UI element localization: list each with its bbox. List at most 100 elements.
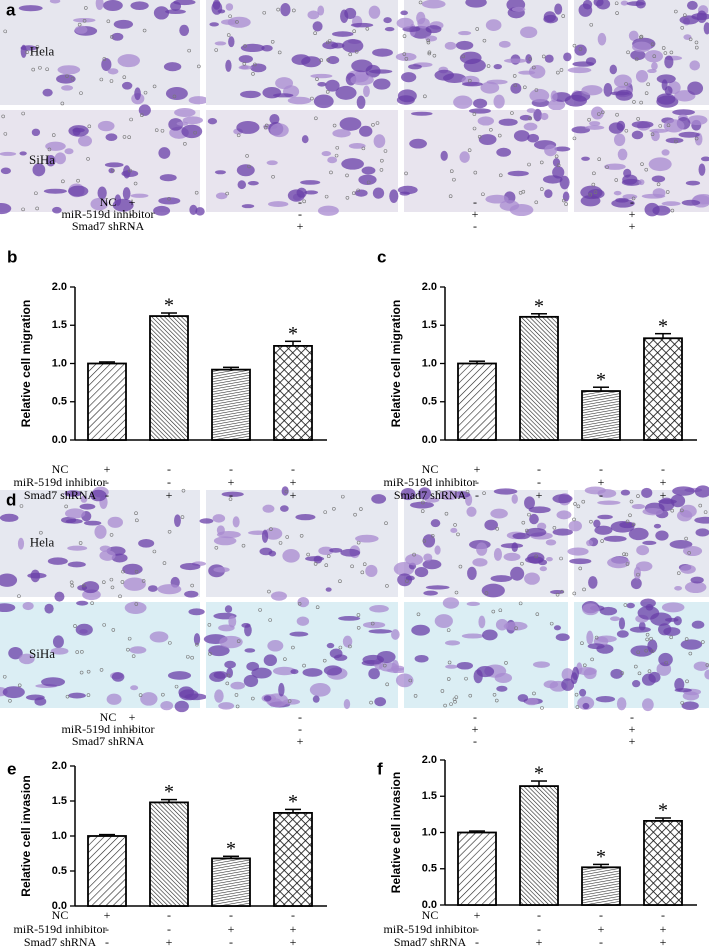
condition-name: Smad7 shRNA bbox=[394, 488, 467, 502]
cell bbox=[638, 179, 645, 186]
cell bbox=[369, 604, 389, 613]
condition-sign: - bbox=[599, 488, 603, 502]
pore bbox=[111, 168, 115, 173]
cell bbox=[225, 59, 232, 72]
cell bbox=[75, 623, 93, 636]
pore bbox=[600, 539, 604, 543]
condition-name: miR-519d inhibitor bbox=[14, 922, 107, 936]
cell bbox=[466, 601, 480, 607]
cell bbox=[593, 0, 604, 7]
cell bbox=[262, 504, 275, 513]
cell bbox=[504, 58, 527, 64]
condition-sign: + bbox=[472, 207, 479, 221]
cell bbox=[425, 35, 438, 42]
condition-name: miR-519d inhibitor bbox=[384, 922, 477, 936]
cell bbox=[631, 503, 646, 510]
cell bbox=[67, 545, 88, 551]
cell bbox=[296, 616, 310, 626]
condition-sign: - bbox=[105, 935, 109, 949]
cell bbox=[326, 56, 340, 65]
pore bbox=[120, 580, 125, 584]
pore bbox=[521, 189, 526, 194]
cell bbox=[409, 138, 427, 149]
pore bbox=[402, 52, 407, 56]
pore bbox=[332, 123, 337, 128]
pore bbox=[497, 133, 502, 138]
cell bbox=[561, 678, 575, 691]
cell bbox=[297, 596, 310, 608]
condition-sign: - bbox=[630, 710, 634, 724]
pore bbox=[658, 124, 663, 128]
cell bbox=[67, 561, 86, 568]
cell bbox=[567, 547, 589, 556]
y-tick-label: 2.0 bbox=[422, 281, 437, 293]
pore bbox=[193, 130, 197, 135]
pore bbox=[504, 661, 508, 665]
cell bbox=[0, 603, 16, 613]
cell bbox=[663, 119, 685, 133]
cell bbox=[554, 146, 571, 152]
cell bbox=[188, 608, 205, 616]
cell bbox=[159, 174, 177, 182]
pore bbox=[656, 182, 661, 187]
cell bbox=[184, 590, 199, 598]
condition-sign: - bbox=[105, 488, 109, 502]
pore bbox=[559, 556, 563, 561]
y-tick-label: 1.0 bbox=[422, 826, 437, 838]
pore bbox=[3, 132, 8, 136]
cell bbox=[305, 556, 325, 562]
row-label: SiHa bbox=[29, 152, 55, 167]
cell bbox=[511, 494, 518, 504]
pore bbox=[214, 545, 219, 550]
pore bbox=[76, 178, 80, 183]
pore bbox=[446, 677, 451, 681]
pore bbox=[684, 536, 688, 541]
cell bbox=[0, 202, 12, 215]
pore bbox=[167, 530, 172, 534]
cell bbox=[267, 640, 284, 652]
cell bbox=[312, 695, 320, 703]
cell bbox=[544, 144, 557, 157]
cell bbox=[617, 148, 628, 161]
pore bbox=[578, 47, 583, 51]
pore bbox=[35, 45, 40, 49]
cell bbox=[597, 500, 621, 505]
cell bbox=[261, 44, 273, 52]
cell bbox=[371, 494, 387, 504]
pore bbox=[138, 693, 143, 697]
micrograph bbox=[0, 602, 200, 708]
pore bbox=[2, 674, 7, 679]
pore bbox=[540, 706, 544, 710]
condition-sign: + bbox=[297, 219, 304, 233]
cell bbox=[102, 0, 123, 11]
cell bbox=[270, 591, 288, 601]
cell bbox=[275, 77, 294, 90]
pore bbox=[628, 513, 632, 518]
cell bbox=[607, 556, 630, 569]
pore bbox=[637, 671, 642, 676]
pore bbox=[698, 503, 703, 508]
condition-name: miR-519d inhibitor bbox=[384, 475, 477, 489]
pore bbox=[554, 154, 559, 159]
cell bbox=[348, 143, 366, 149]
condition-sign: + bbox=[629, 207, 636, 221]
pore bbox=[126, 647, 130, 652]
condition-sign: + bbox=[290, 475, 297, 489]
cell bbox=[422, 534, 436, 548]
pore bbox=[181, 488, 186, 493]
pore bbox=[267, 589, 271, 594]
pore bbox=[664, 660, 668, 665]
cell bbox=[251, 667, 272, 679]
cell bbox=[459, 151, 470, 163]
cell bbox=[310, 73, 333, 79]
panel-letter: e bbox=[7, 759, 16, 778]
condition-sign: - bbox=[130, 734, 134, 748]
pore bbox=[472, 126, 477, 131]
pore bbox=[129, 117, 133, 122]
condition-sign: + bbox=[228, 475, 235, 489]
cell bbox=[597, 514, 613, 520]
cell bbox=[338, 616, 361, 621]
cell bbox=[678, 131, 700, 138]
cell bbox=[287, 189, 305, 202]
pore bbox=[345, 195, 350, 200]
